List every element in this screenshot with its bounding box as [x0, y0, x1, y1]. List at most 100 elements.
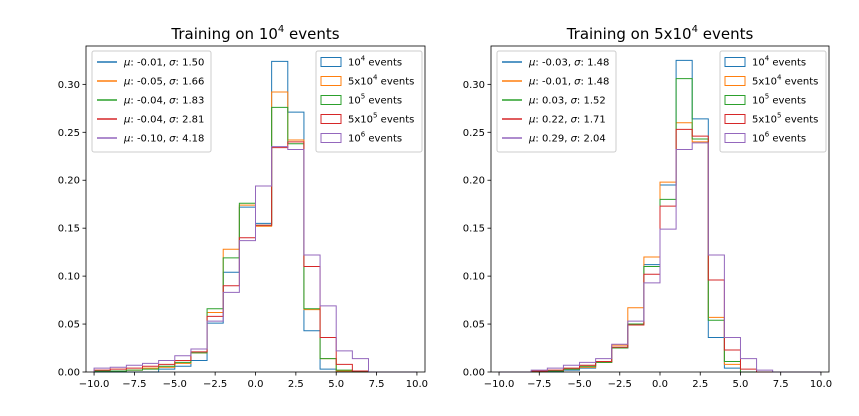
separator: ,: [564, 134, 570, 145]
x-tick-label: 10.0: [406, 379, 428, 390]
chart-panel-1: Training on 104 events−10.0 −7.5 −5.0 −2.5 0…: [58, 24, 428, 390]
legend-fit-parameters: μ: -0.03, σ: 1.48 μ: -0.01, σ: 1.48 μ: 0.0…: [496, 50, 617, 153]
legend-fit-parameters: μ: -0.01, σ: 1.50 μ: -0.05, σ: 1.66 μ: -0.…: [91, 50, 212, 153]
legend-patch-swatch: [320, 95, 342, 105]
legend-tail: events: [365, 134, 402, 145]
chart-title: Training on 5x104 events: [566, 24, 754, 43]
separator: :: [176, 58, 183, 69]
mu-value: -0.01: [542, 77, 568, 88]
x-tick-label: −10.0: [484, 379, 515, 390]
legend-tail: events: [377, 77, 414, 88]
x-tick-label: −5.0: [163, 379, 187, 390]
legend-series-entry: 5x105 events: [752, 112, 818, 126]
x-tick-label: −2.5: [608, 379, 632, 390]
sigma-value: 1.83: [182, 96, 204, 107]
separator: :: [581, 58, 588, 69]
x-tick-label: 2.5: [692, 379, 708, 390]
mu-symbol: μ: [528, 134, 535, 145]
legend-superscript: 5: [373, 112, 377, 120]
sigma-value: 1.50: [182, 58, 204, 69]
legend-series-entry: 5x104 events: [348, 74, 414, 88]
histogram-series-4: [93, 141, 417, 373]
legend-fit-entry: μ: -0.03, σ: 1.48: [528, 58, 609, 69]
histogram-series-5: [499, 142, 821, 373]
y-tick-label: 0.00: [58, 368, 80, 379]
x-tick-label: −5.0: [567, 379, 591, 390]
legend-fit-entry: μ: -0.01, σ: 1.50: [123, 58, 204, 69]
chart-title-main: Training on 10: [170, 25, 278, 43]
sigma-symbol: σ: [169, 58, 176, 69]
legend-superscript: 4: [361, 55, 366, 63]
separator: :: [535, 96, 542, 107]
chart-panel-2: Training on 5x104 events −10.0 −7.5 −5.0 −2.…: [463, 24, 832, 390]
sigma-value: 1.71: [583, 115, 605, 126]
separator: ,: [568, 58, 574, 69]
x-tick-label: −7.5: [527, 379, 551, 390]
x-tick-label: −2.5: [203, 379, 227, 390]
mu-symbol: μ: [123, 115, 130, 126]
legend-base: 10: [752, 134, 765, 145]
legend-fit-entry: μ: -0.10, σ: 4.18: [123, 134, 204, 145]
legend-tail: events: [781, 77, 818, 88]
mu-symbol: μ: [123, 96, 130, 107]
legend-base: 10: [348, 96, 361, 107]
sigma-symbol: σ: [169, 77, 176, 88]
sigma-symbol: σ: [574, 77, 581, 88]
mu-symbol: μ: [528, 96, 535, 107]
separator: :: [176, 134, 183, 145]
separator: :: [176, 77, 183, 88]
separator: :: [535, 77, 542, 88]
chart-title-tail: events: [284, 25, 339, 43]
separator: :: [130, 115, 137, 126]
legend-fit-entry: μ: -0.04, σ: 2.81: [123, 115, 204, 126]
sigma-symbol: σ: [571, 134, 578, 145]
legend-patch-swatch: [320, 57, 342, 67]
legend-superscript: 4: [777, 74, 782, 82]
x-tick-label: 0.0: [652, 379, 668, 390]
separator: :: [577, 96, 584, 107]
legend-fit-entry: μ: 0.03, σ: 1.52: [528, 96, 606, 107]
sigma-symbol: σ: [169, 134, 176, 145]
legend-patch-swatch: [724, 76, 746, 86]
y-tick-label: 0.25: [58, 128, 80, 139]
legend-box: [496, 50, 617, 153]
separator: :: [535, 58, 542, 69]
separator: :: [130, 77, 137, 88]
separator: :: [130, 134, 137, 145]
y-tick-label: 0.20: [58, 176, 80, 187]
legend-patch-swatch: [724, 57, 746, 67]
x-tick-label: 5.0: [733, 379, 749, 390]
legend-tail: events: [769, 58, 806, 69]
legend-base: 10: [752, 96, 765, 107]
x-tick-label: 7.5: [773, 379, 789, 390]
legend-series-entry: 104 events: [348, 55, 402, 69]
separator: :: [176, 115, 183, 126]
legend-fit-entry: μ: -0.05, σ: 1.66: [123, 77, 204, 88]
legend-series-entry: 5x104 events: [752, 74, 818, 88]
sigma-value: 1.48: [587, 58, 609, 69]
legend-fit-entry: μ: -0.04, σ: 1.83: [123, 96, 204, 107]
separator: ,: [163, 58, 169, 69]
legend-box: [315, 50, 423, 153]
legend-box: [91, 50, 212, 153]
legend-series-entry: 106 events: [752, 131, 806, 145]
mu-symbol: μ: [123, 134, 130, 145]
legend-superscript: 5: [777, 112, 781, 120]
sigma-value: 2.81: [182, 115, 204, 126]
chart-title-superscript: 4: [278, 24, 284, 35]
x-tick-label: 7.5: [369, 379, 385, 390]
chart-title: Training on 104 events: [170, 24, 339, 43]
legend-patch-swatch: [320, 133, 342, 143]
mu-symbol: μ: [528, 77, 535, 88]
legend-tail: events: [365, 58, 402, 69]
legend-patch-swatch: [320, 114, 342, 124]
separator: ,: [163, 96, 169, 107]
legend-base: 10: [348, 134, 361, 145]
legend-superscript: 5: [361, 93, 365, 101]
histogram-series-4: [499, 128, 821, 373]
sigma-value: 4.18: [182, 134, 204, 145]
legend-tail: events: [365, 96, 402, 107]
legend-box: [719, 50, 827, 153]
x-tick-label: −10.0: [79, 379, 110, 390]
